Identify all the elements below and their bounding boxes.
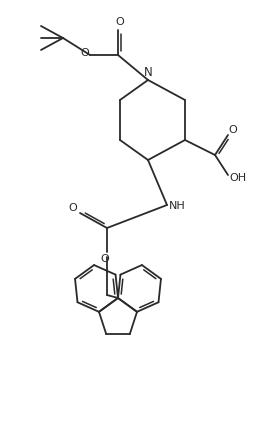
Text: O: O <box>69 203 77 213</box>
Text: O: O <box>229 125 237 135</box>
Text: O: O <box>116 17 124 27</box>
Text: O: O <box>81 48 89 58</box>
Text: NH: NH <box>169 201 185 211</box>
Text: OH: OH <box>229 173 246 183</box>
Text: N: N <box>144 67 152 79</box>
Text: O: O <box>101 254 109 264</box>
